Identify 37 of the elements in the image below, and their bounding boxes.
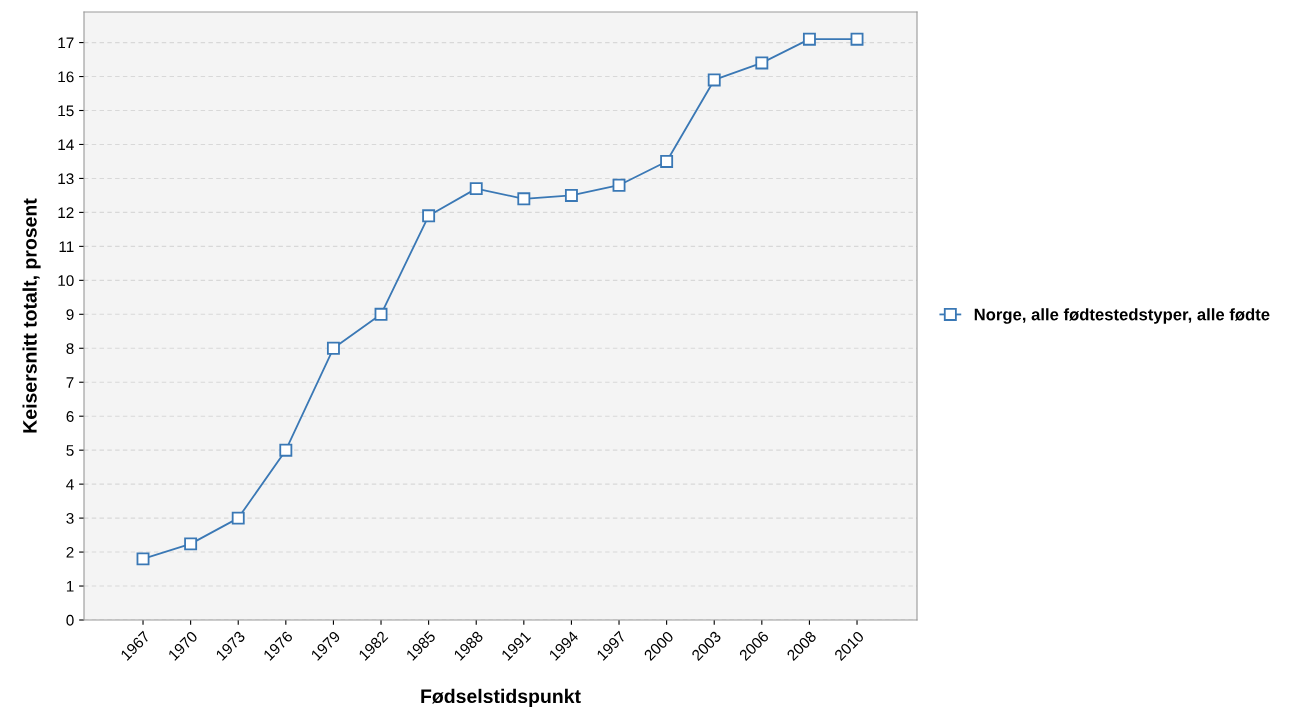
point <box>517 192 531 206</box>
y-tick-label: 13 <box>58 173 74 185</box>
point <box>802 32 816 46</box>
y-tick-label: 6 <box>66 411 74 422</box>
y-tick-label: 5 <box>66 445 74 456</box>
point <box>850 32 864 46</box>
y-tick-label: 10 <box>58 275 74 287</box>
y-tick-label: 16 <box>58 71 74 83</box>
point <box>231 511 245 525</box>
x-axis-title: Fødselstidspunkt <box>421 688 581 707</box>
y-tick-label: 2 <box>66 546 74 558</box>
point <box>279 443 293 457</box>
point <box>136 552 150 566</box>
point <box>374 307 388 321</box>
y-tick-label: 0 <box>66 614 74 626</box>
y-tick-label: 4 <box>66 479 74 490</box>
point <box>422 209 436 223</box>
y-tick-label: 9 <box>66 309 74 320</box>
y-tick-label: 1 <box>66 581 74 592</box>
y-tick-label: 17 <box>58 37 74 49</box>
y-tick-label: 3 <box>66 512 74 524</box>
y-tick-label: 15 <box>58 105 74 117</box>
legend-label: Norge, alle fødtestedstyper, alle fødte <box>974 308 1270 324</box>
point <box>469 182 483 196</box>
y-tick-label: 11 <box>59 241 74 252</box>
y-axis-title: Keisersnitt totalt, prosent <box>22 198 41 433</box>
point <box>326 341 340 355</box>
point <box>755 56 769 70</box>
y-tick-label: 14 <box>58 139 74 151</box>
y-tick-label: 8 <box>66 343 74 354</box>
point <box>660 154 674 168</box>
point <box>707 73 721 87</box>
point <box>184 537 198 551</box>
y-tick-label: 12 <box>58 207 74 218</box>
y-tick-label: 7 <box>66 377 74 388</box>
point <box>612 178 626 192</box>
point <box>564 188 578 202</box>
